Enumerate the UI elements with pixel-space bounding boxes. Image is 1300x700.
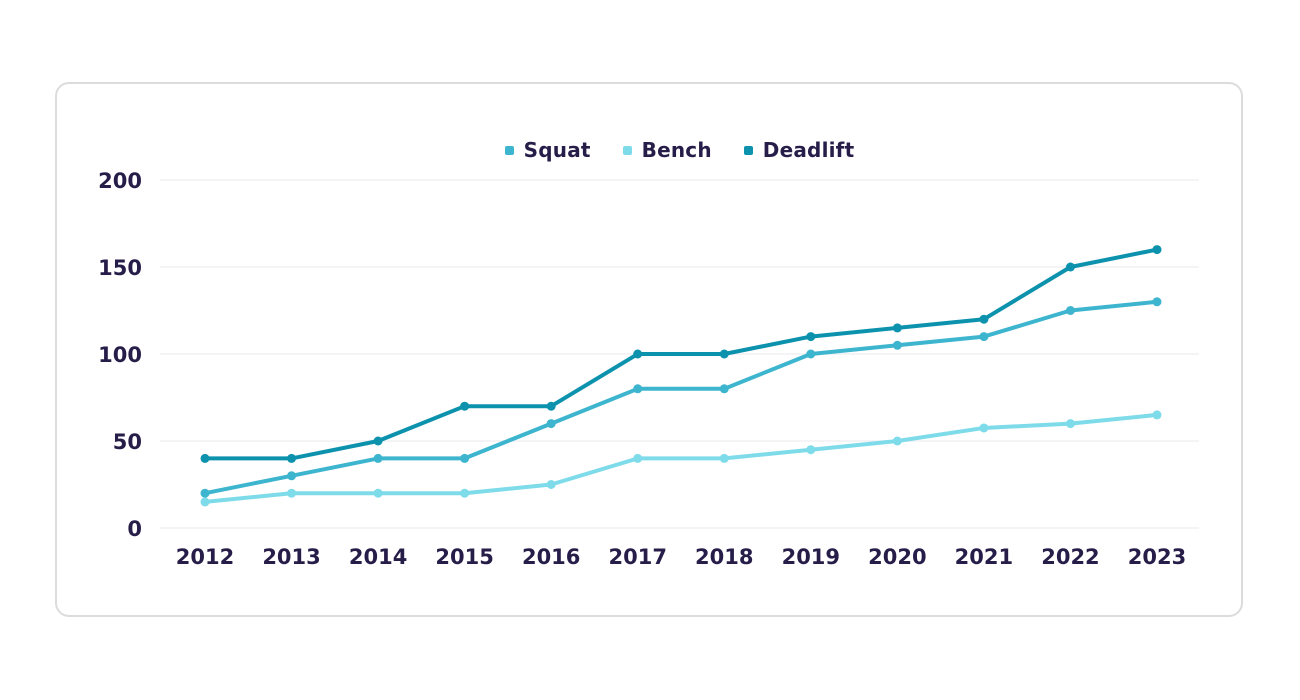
- x-axis-tick-label: 2023: [1128, 545, 1186, 569]
- series-line-deadlift: [203, 247, 1159, 461]
- data-point-bench: [1065, 419, 1075, 429]
- data-point-bench: [460, 488, 470, 498]
- legend: Squat Bench Deadlift: [160, 136, 1199, 164]
- x-axis-tick-label: 2017: [609, 545, 667, 569]
- legend-label: Bench: [641, 138, 712, 162]
- x-axis-tick-label: 2018: [695, 545, 753, 569]
- data-point-deadlift: [1065, 262, 1075, 272]
- data-point-bench: [892, 436, 902, 446]
- data-point-squat: [1065, 306, 1075, 315]
- series-line-bench: [203, 412, 1159, 504]
- data-point-deadlift: [633, 349, 643, 359]
- data-point-deadlift: [1152, 245, 1162, 255]
- data-point-squat: [892, 340, 902, 350]
- y-axis-tick-label: 200: [98, 169, 142, 193]
- data-point-deadlift: [546, 401, 556, 411]
- data-point-squat: [979, 332, 989, 342]
- x-axis-tick-label: 2021: [955, 545, 1013, 569]
- data-point-deadlift: [806, 332, 816, 342]
- data-point-deadlift: [460, 401, 470, 411]
- legend-label: Deadlift: [762, 138, 855, 162]
- y-axis-tick-label: 150: [98, 256, 142, 280]
- data-point-squat: [1152, 297, 1162, 307]
- x-axis-tick-label: 2012: [176, 545, 234, 569]
- y-axis-tick-label: 100: [98, 343, 142, 367]
- data-point-deadlift: [719, 349, 729, 359]
- data-point-squat: [460, 453, 470, 463]
- data-point-squat: [373, 453, 383, 463]
- data-point-deadlift: [200, 453, 210, 463]
- data-point-deadlift: [373, 436, 383, 446]
- data-point-bench: [719, 453, 729, 463]
- data-point-squat: [633, 384, 643, 394]
- data-point-squat: [287, 471, 297, 481]
- data-point-deadlift: [287, 453, 297, 463]
- data-point-deadlift: [979, 314, 989, 324]
- legend-marker-icon: [743, 145, 753, 155]
- legend-label: Squat: [523, 138, 591, 162]
- legend-item-squat[interactable]: Squat: [504, 138, 591, 162]
- x-axis-tick-label: 2015: [435, 545, 493, 569]
- x-axis-tick-label: 2014: [349, 545, 407, 569]
- data-point-bench: [633, 453, 643, 463]
- data-point-deadlift: [892, 323, 902, 333]
- x-axis-tick-label: 2022: [1041, 545, 1099, 569]
- line-chart-svg: 0 50 100 150 200 2012 2013 2014 2015 2016 2017 2018…: [98, 169, 1199, 569]
- legend-item-bench[interactable]: Bench: [622, 138, 712, 162]
- data-point-bench: [1152, 410, 1162, 420]
- y-axis-tick-label: 0: [127, 517, 142, 541]
- data-point-bench: [546, 480, 556, 489]
- series-line-squat: [203, 299, 1159, 496]
- data-point-bench: [287, 488, 297, 498]
- y-axis-tick-label: 50: [113, 430, 142, 454]
- data-point-squat: [719, 384, 729, 394]
- legend-marker-icon: [622, 145, 632, 155]
- x-axis-tick-label: 2016: [522, 545, 580, 569]
- data-point-bench: [806, 445, 816, 455]
- data-point-squat: [200, 488, 210, 498]
- x-axis-tick-label: 2019: [782, 545, 840, 569]
- x-axis-tick-label: 2013: [262, 545, 320, 569]
- legend-item-deadlift[interactable]: Deadlift: [743, 138, 855, 162]
- legend-marker-icon: [504, 145, 514, 155]
- x-axis-tick-label: 2020: [868, 545, 926, 569]
- data-point-bench: [200, 497, 210, 507]
- data-point-bench: [979, 423, 989, 433]
- data-point-squat: [806, 349, 816, 359]
- chart-card: Squat Bench Deadlift 0 50 100 150 200 2012 2013 2…: [55, 82, 1243, 617]
- data-point-bench: [373, 488, 383, 498]
- data-point-squat: [546, 419, 556, 429]
